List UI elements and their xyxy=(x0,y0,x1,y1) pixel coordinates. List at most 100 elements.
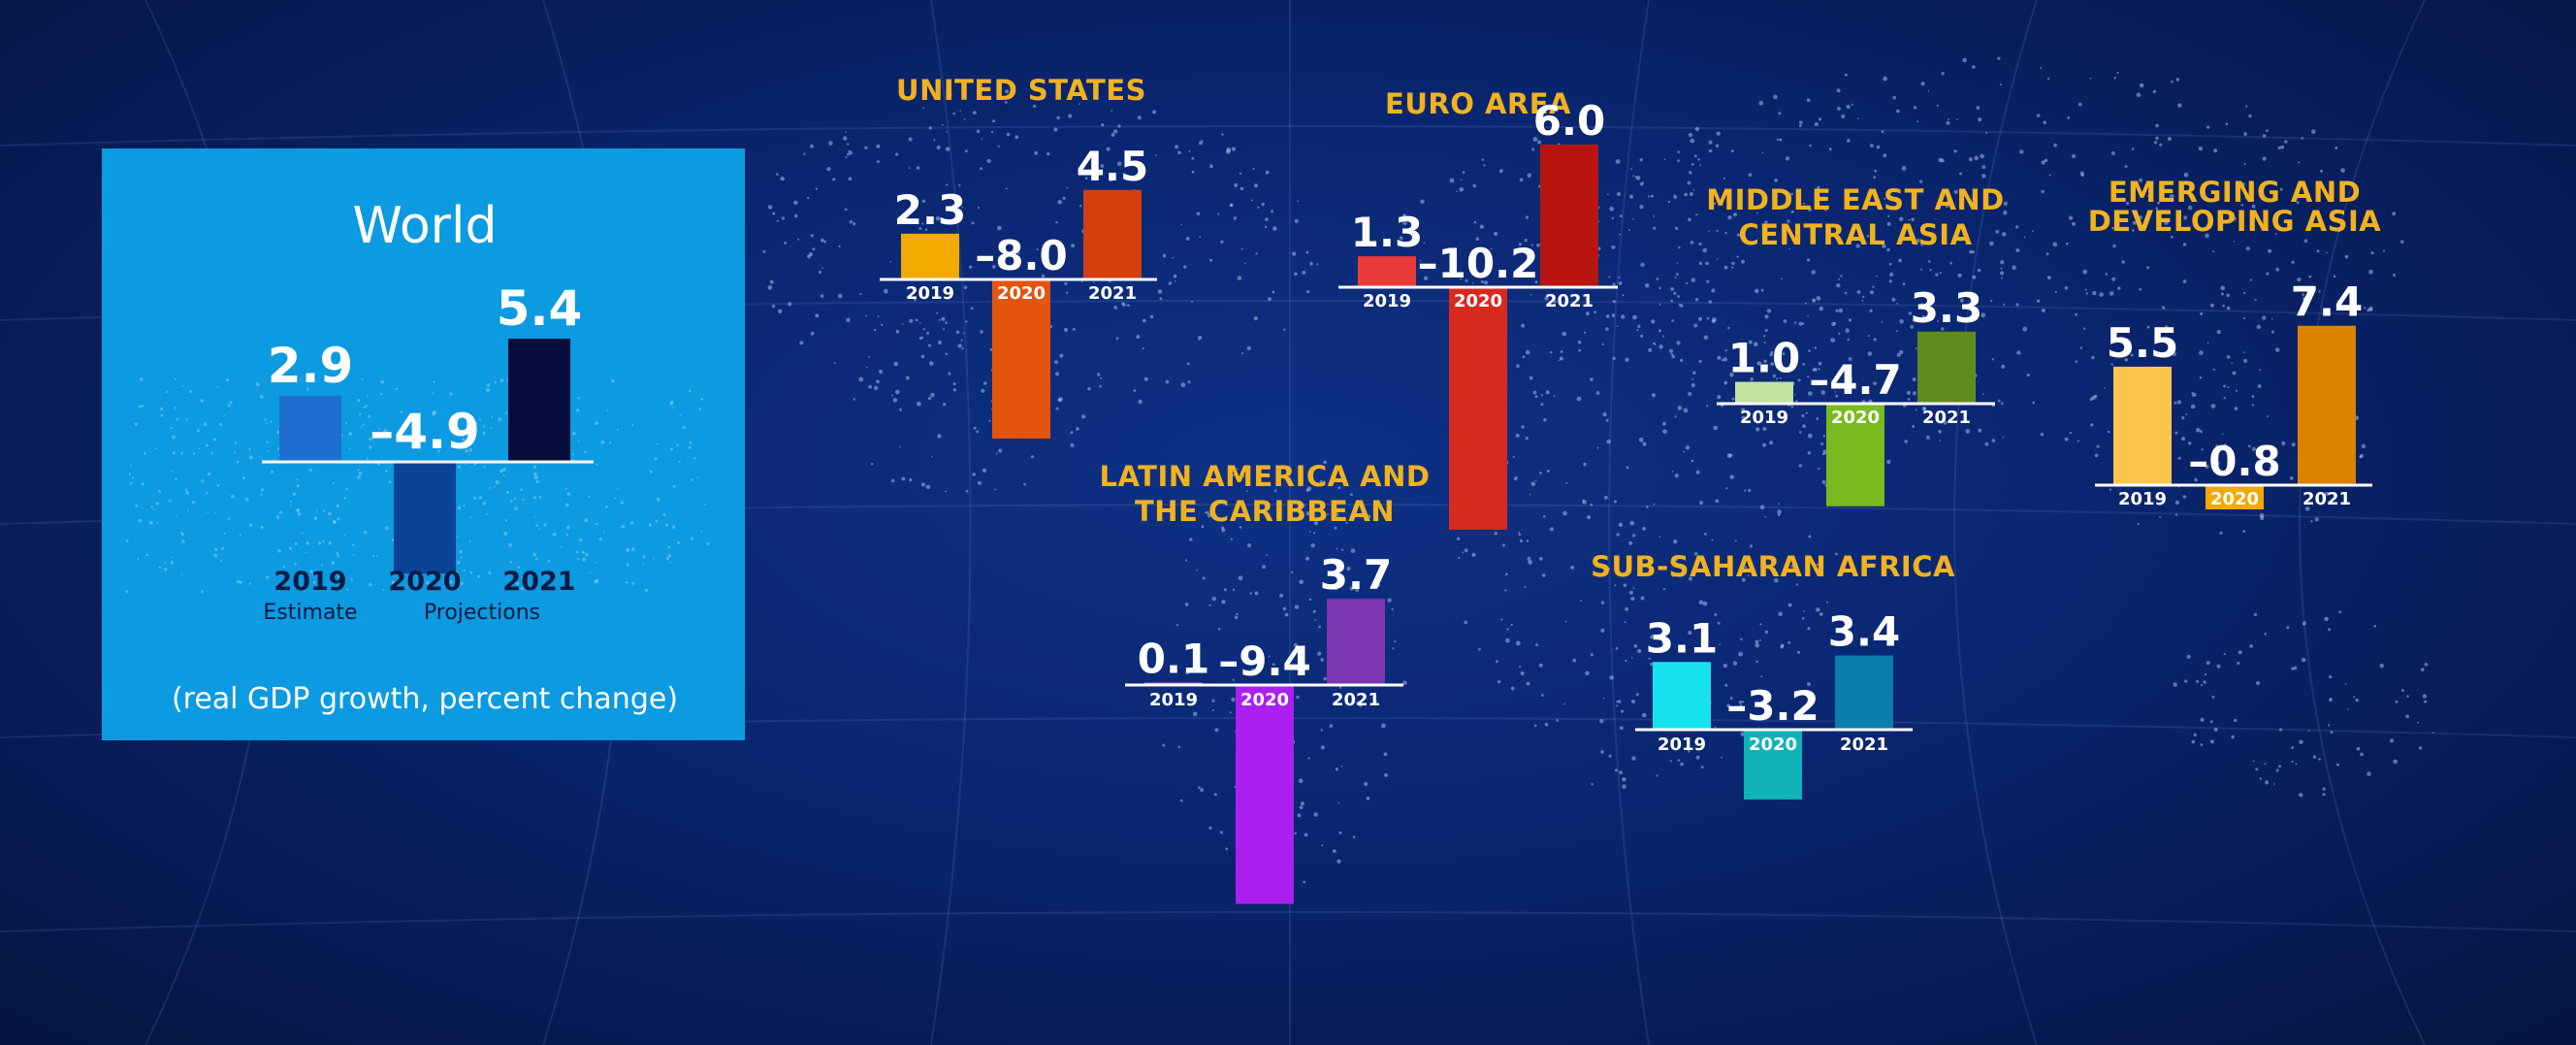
world-panel-dot xyxy=(577,558,580,561)
bar-2021 xyxy=(508,339,570,462)
tick-label-2019: 2019 xyxy=(2118,489,2167,509)
data-label-2019: 0.1 xyxy=(1138,636,1209,683)
world-panel-dot xyxy=(644,588,649,592)
world-panel-dot xyxy=(137,557,140,560)
world-panel-dot xyxy=(365,405,368,408)
world-panel-dot xyxy=(571,453,574,455)
world-panel-dot xyxy=(191,501,195,505)
world-panel-dot xyxy=(226,378,230,382)
world-panel-dot xyxy=(276,430,280,435)
world-panel-dot xyxy=(176,417,179,421)
tick-label-2020: 2020 xyxy=(1240,690,1289,710)
world-panel-dot xyxy=(382,589,385,592)
data-label-2021: 4.5 xyxy=(1077,143,1148,190)
world-panel-dot xyxy=(288,546,293,550)
world-panel-dot xyxy=(290,501,292,503)
world-panel-dot xyxy=(483,465,486,469)
world-panel-dot xyxy=(469,516,472,519)
world-panel-dot xyxy=(459,550,463,554)
data-label-2021: 6.0 xyxy=(1533,97,1605,145)
world-panel-dot xyxy=(296,478,299,480)
world-panel-dot xyxy=(144,452,146,455)
world-panel-dot xyxy=(655,519,659,523)
world-panel-dot xyxy=(657,442,659,445)
world-panel-dot xyxy=(174,377,177,381)
world-panel-dot xyxy=(499,378,504,382)
world-panel-dot xyxy=(158,490,162,493)
world-panel-dot xyxy=(474,421,478,425)
tick-label-2019: 2019 xyxy=(906,283,954,304)
world-panel-dot xyxy=(625,580,628,584)
note-projections: Projections xyxy=(424,601,540,625)
data-label-2020: –0.8 xyxy=(2188,438,2280,485)
world-panel-dot xyxy=(584,518,589,523)
world-panel-dot xyxy=(490,426,492,429)
world-panel-dot xyxy=(520,488,523,492)
world-panel-dot xyxy=(156,521,159,524)
world-panel-dot xyxy=(503,531,508,536)
world-panel-dot xyxy=(670,401,674,405)
world-panel-dot xyxy=(667,553,672,558)
world-panel-dot xyxy=(671,525,676,529)
chart-title: EMERGING AND xyxy=(2109,176,2361,209)
world-panel-dot xyxy=(338,574,341,578)
world-panel-dot xyxy=(656,497,660,502)
world-panel-dot xyxy=(521,576,524,579)
world-panel-dot xyxy=(533,496,537,500)
world-panel-dot xyxy=(248,523,253,528)
world-panel-dot xyxy=(168,499,172,503)
world-panel-dot xyxy=(128,473,132,475)
world-panel-dot xyxy=(605,506,608,508)
data-label-2019: 5.5 xyxy=(2107,319,2178,367)
world-panel-dot xyxy=(189,390,192,393)
world-panel-dot xyxy=(606,408,609,411)
world-panel-dot xyxy=(491,415,494,418)
world-panel-dot xyxy=(278,510,282,514)
world-panel-dot xyxy=(260,488,265,492)
world-panel-dot xyxy=(384,526,389,531)
world-panel-dot xyxy=(538,528,541,531)
world-map-dots xyxy=(741,56,2434,886)
world-panel-dot xyxy=(201,479,205,483)
world-panel-dot xyxy=(363,530,368,535)
world-panel-dot xyxy=(214,512,217,514)
world-panel-dot xyxy=(350,578,353,581)
world-panel-dot xyxy=(543,588,546,590)
data-label-2020: –4.7 xyxy=(1809,356,1901,404)
world-panel-dot xyxy=(680,413,682,416)
world-panel-dot xyxy=(465,448,468,453)
world-panel-dot xyxy=(231,494,235,499)
highlight-tab xyxy=(992,281,1050,304)
world-panel-dot xyxy=(698,408,701,410)
world-panel-dot xyxy=(565,525,570,530)
bar-2019 xyxy=(1735,381,1793,404)
world-panel-dot xyxy=(581,550,586,554)
world-panel-dot xyxy=(678,460,681,464)
tick-label-2019: 2019 xyxy=(274,567,346,597)
world-panel-dot xyxy=(369,445,372,449)
world-panel-dot xyxy=(358,472,363,475)
world-panel-dot xyxy=(206,492,209,495)
world-panel-dot xyxy=(564,487,567,490)
world-panel-dot xyxy=(449,580,453,584)
world-panel-dot xyxy=(380,379,385,384)
highlight-tab xyxy=(2206,487,2264,509)
world-panel-dot xyxy=(174,407,177,409)
world-panel-dot xyxy=(363,406,366,408)
world-panel-dot xyxy=(332,482,335,485)
world-panel-dot xyxy=(317,541,322,545)
world-panel-dot xyxy=(171,556,174,558)
world-panel-dot xyxy=(185,491,190,495)
data-label-2020: –4.9 xyxy=(370,404,480,460)
world-panel-dot xyxy=(312,580,316,584)
highlight-tab xyxy=(1826,406,1884,428)
world-panel-dot xyxy=(468,453,471,456)
world-panel-dot xyxy=(642,555,646,559)
world-panel-dot xyxy=(543,523,547,527)
world-panel-dot xyxy=(270,420,273,423)
world-panel-dot xyxy=(213,553,218,558)
world-panel-dot xyxy=(535,557,538,561)
tick-label-2021: 2021 xyxy=(1088,283,1137,304)
